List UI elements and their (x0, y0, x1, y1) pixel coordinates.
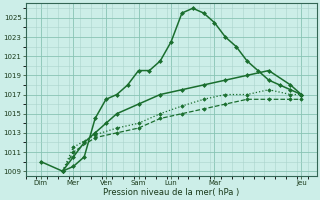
X-axis label: Pression niveau de la mer( hPa ): Pression niveau de la mer( hPa ) (103, 188, 239, 197)
